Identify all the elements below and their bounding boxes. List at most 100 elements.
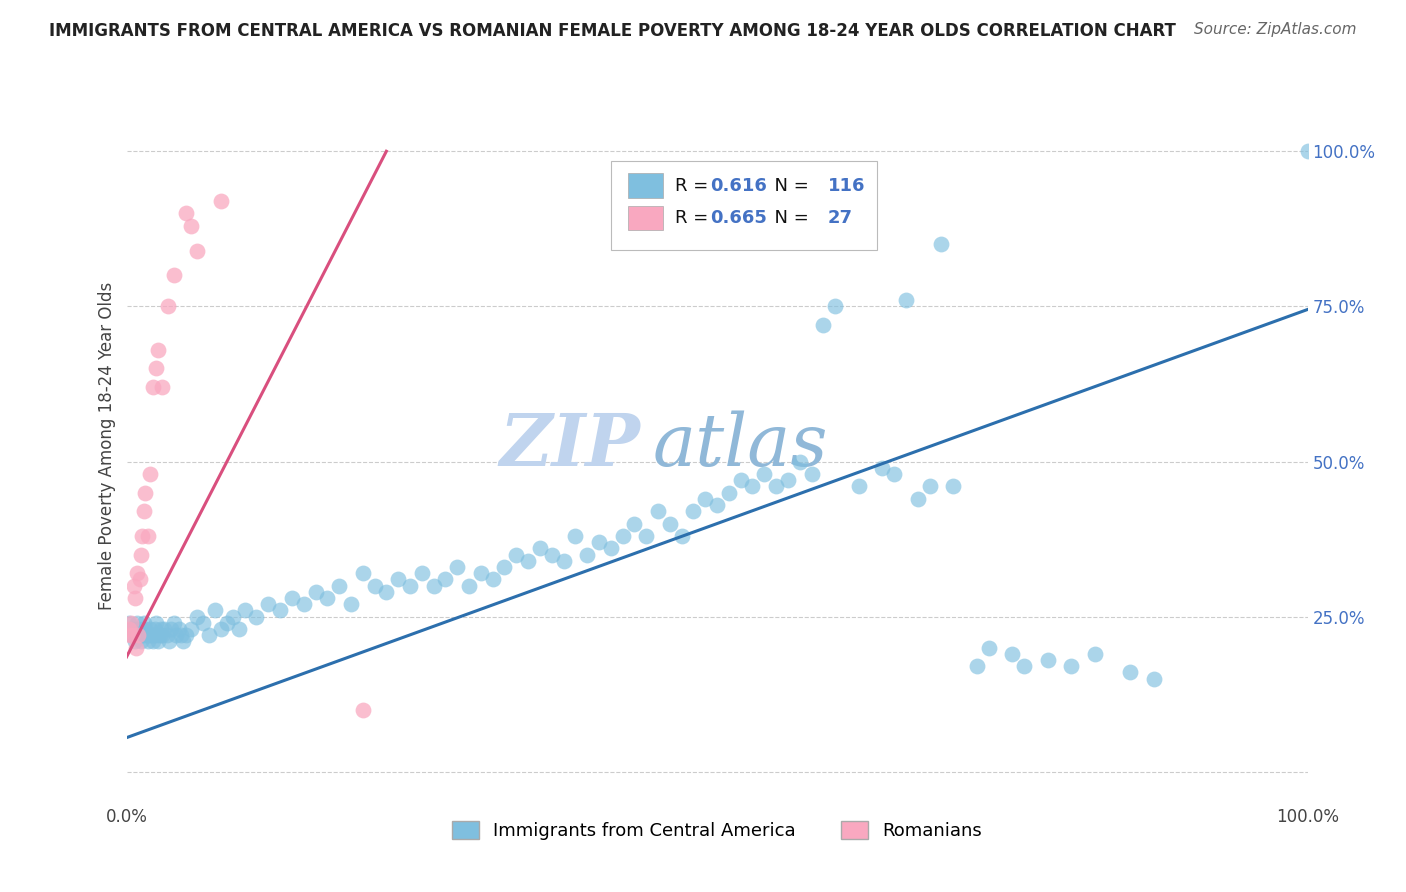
Point bbox=[730, 473, 752, 487]
Point bbox=[800, 467, 823, 481]
Point bbox=[163, 268, 186, 283]
Point bbox=[136, 529, 159, 543]
Text: N =: N = bbox=[763, 209, 814, 227]
Point bbox=[167, 622, 190, 636]
Point bbox=[141, 380, 163, 394]
Point bbox=[128, 628, 150, 642]
Point bbox=[741, 479, 763, 493]
Point bbox=[422, 579, 444, 593]
Point bbox=[215, 615, 238, 630]
Point bbox=[411, 566, 433, 581]
Point bbox=[143, 622, 166, 636]
Point bbox=[671, 529, 693, 543]
Point bbox=[564, 529, 586, 543]
Text: IMMIGRANTS FROM CENTRAL AMERICA VS ROMANIAN FEMALE POVERTY AMONG 18-24 YEAR OLDS: IMMIGRANTS FROM CENTRAL AMERICA VS ROMAN… bbox=[49, 22, 1175, 40]
Point bbox=[148, 343, 170, 357]
Point bbox=[1001, 647, 1024, 661]
Point bbox=[134, 504, 156, 518]
Point bbox=[180, 622, 202, 636]
Point bbox=[824, 299, 846, 313]
Point bbox=[942, 479, 965, 493]
Text: R =: R = bbox=[675, 209, 713, 227]
Point bbox=[375, 584, 398, 599]
Point bbox=[977, 640, 1000, 655]
Point bbox=[134, 622, 156, 636]
Point bbox=[134, 485, 156, 500]
Point bbox=[1119, 665, 1142, 680]
Point bbox=[1143, 672, 1166, 686]
Point bbox=[754, 467, 776, 481]
Point bbox=[146, 628, 169, 642]
Point bbox=[529, 541, 551, 556]
Point bbox=[198, 628, 221, 642]
Point bbox=[127, 622, 149, 636]
Point bbox=[789, 454, 811, 468]
Point bbox=[352, 703, 374, 717]
Point bbox=[135, 628, 157, 642]
Point bbox=[1012, 659, 1035, 673]
Point bbox=[446, 560, 468, 574]
Point bbox=[186, 609, 208, 624]
Point bbox=[316, 591, 339, 605]
Point bbox=[222, 609, 245, 624]
Point bbox=[434, 573, 457, 587]
Point bbox=[776, 473, 799, 487]
Text: 27: 27 bbox=[828, 209, 853, 227]
Text: atlas: atlas bbox=[652, 410, 828, 482]
Point bbox=[387, 573, 409, 587]
Point bbox=[883, 467, 905, 481]
Point bbox=[257, 597, 280, 611]
Text: N =: N = bbox=[763, 177, 814, 194]
Point bbox=[1084, 647, 1107, 661]
Point bbox=[517, 554, 540, 568]
Text: ZIP: ZIP bbox=[499, 410, 640, 482]
Point bbox=[124, 634, 146, 648]
Point bbox=[340, 597, 363, 611]
Y-axis label: Female Poverty Among 18-24 Year Olds: Female Poverty Among 18-24 Year Olds bbox=[98, 282, 117, 610]
Point bbox=[131, 529, 153, 543]
Point bbox=[120, 622, 142, 636]
Point bbox=[813, 318, 835, 332]
Point bbox=[127, 628, 149, 642]
Point bbox=[129, 634, 152, 648]
Point bbox=[120, 615, 142, 630]
Point bbox=[636, 529, 658, 543]
Point bbox=[174, 628, 197, 642]
Point bbox=[907, 491, 929, 506]
Point bbox=[505, 548, 527, 562]
Point bbox=[136, 634, 159, 648]
Point bbox=[399, 579, 422, 593]
Point bbox=[163, 615, 186, 630]
Point bbox=[458, 579, 481, 593]
Point bbox=[174, 206, 197, 220]
Point bbox=[156, 299, 179, 313]
Point bbox=[682, 504, 704, 518]
Point bbox=[599, 541, 621, 556]
Point bbox=[150, 380, 173, 394]
Point bbox=[245, 609, 267, 624]
Point bbox=[872, 460, 894, 475]
Point bbox=[142, 628, 165, 642]
Point bbox=[304, 584, 326, 599]
Point bbox=[209, 622, 232, 636]
Point bbox=[204, 603, 226, 617]
Point bbox=[918, 479, 941, 493]
Point bbox=[157, 634, 180, 648]
Point bbox=[717, 485, 740, 500]
Point bbox=[127, 615, 149, 630]
Point bbox=[931, 237, 953, 252]
Point bbox=[658, 516, 681, 531]
FancyBboxPatch shape bbox=[628, 205, 662, 230]
Point bbox=[172, 634, 194, 648]
Point bbox=[139, 622, 162, 636]
Point bbox=[186, 244, 208, 258]
Point bbox=[553, 554, 575, 568]
Point bbox=[494, 560, 516, 574]
Point bbox=[269, 603, 291, 617]
Point bbox=[193, 615, 215, 630]
Point bbox=[121, 628, 143, 642]
Point bbox=[120, 628, 142, 642]
Point bbox=[122, 579, 145, 593]
Point bbox=[127, 566, 149, 581]
Point bbox=[481, 573, 503, 587]
